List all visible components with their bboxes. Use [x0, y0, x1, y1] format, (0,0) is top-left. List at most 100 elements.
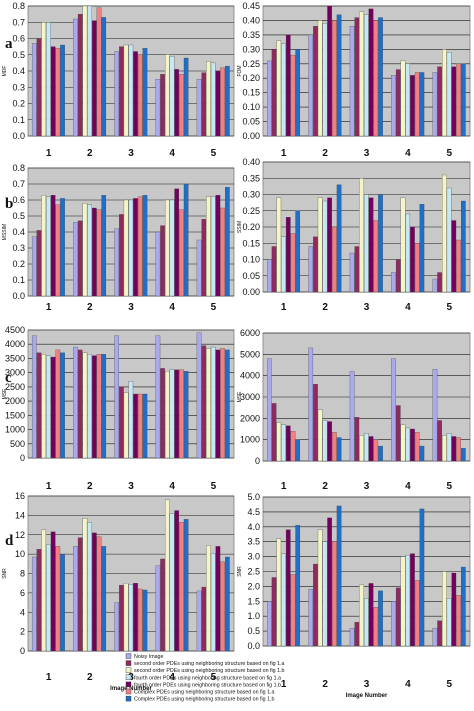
bar: [400, 60, 406, 137]
y-axis-label: MDF: [2, 66, 8, 77]
bar: [451, 436, 457, 462]
bar: [442, 49, 447, 137]
bar: [308, 589, 314, 647]
x-tick-label: 1: [281, 148, 287, 159]
bar: [215, 70, 221, 137]
bar: [82, 518, 88, 652]
x-tick-label: 1: [281, 302, 287, 313]
bar: [128, 584, 134, 652]
bar: [50, 46, 56, 137]
bar: [308, 246, 314, 293]
bar: [169, 369, 175, 459]
bar: [295, 210, 301, 293]
x-tick-label: 2: [322, 481, 328, 492]
y-axis-label: MSE: [2, 388, 8, 400]
bar: [354, 622, 360, 647]
bar: [317, 529, 323, 647]
y-axis-label: SNR: [237, 566, 243, 577]
bar: [456, 239, 461, 293]
legend-entry: second order PDEs using neighboring stru…: [134, 661, 285, 667]
bar: [437, 66, 442, 137]
bar: [419, 445, 425, 462]
x-tick-label: 2: [87, 148, 93, 159]
row-label-c: c: [5, 370, 12, 386]
x-tick-label: 5: [211, 148, 217, 159]
bar: [137, 588, 143, 652]
bar: [210, 196, 216, 297]
y-tick-label: 0.5: [12, 50, 25, 60]
bar: [137, 196, 143, 297]
bar: [395, 587, 401, 647]
bar: [308, 34, 314, 137]
bar: [133, 583, 138, 652]
bar: [101, 17, 107, 137]
bar: [96, 209, 102, 297]
bar: [308, 347, 314, 462]
y-tick-label: 0.05: [242, 117, 260, 127]
y-tick-label: 0.40: [242, 15, 260, 25]
bar: [317, 197, 323, 293]
bar: [164, 199, 170, 297]
bar: [281, 43, 286, 137]
y-tick-label: 0.45: [242, 1, 260, 11]
bar: [155, 565, 161, 652]
bar: [378, 194, 383, 293]
bar: [220, 348, 225, 459]
bar: [336, 505, 342, 647]
x-tick-label: 1: [46, 672, 52, 683]
bar: [391, 601, 396, 647]
bar: [414, 72, 420, 137]
chart-panel: 0 500 1000 1500 2000 2500 3000 3500 4000 4500 MSE 1…: [2, 325, 235, 492]
bar: [400, 424, 406, 462]
bar: [206, 196, 211, 297]
bar: [313, 384, 318, 462]
bar: [414, 432, 420, 462]
bar: [123, 44, 129, 137]
legend-swatch: [125, 674, 132, 680]
bar: [155, 78, 161, 137]
bar: [31, 236, 37, 297]
bar: [368, 436, 374, 462]
bar: [77, 220, 83, 297]
bar: [119, 584, 124, 652]
bar: [215, 546, 221, 652]
bar: [378, 590, 383, 647]
bar: [41, 354, 47, 459]
y-tick-label: 1000: [5, 425, 25, 435]
bar: [179, 522, 184, 652]
y-tick-label: 0.8: [12, 163, 25, 173]
bar: [359, 584, 364, 647]
legend-swatch: [125, 695, 132, 702]
bar: [41, 195, 47, 297]
bar: [266, 601, 272, 647]
bar: [405, 554, 411, 647]
bar: [432, 369, 438, 462]
bar: [164, 499, 170, 652]
bar: [332, 226, 337, 293]
y-tick-label: 0.3: [12, 82, 25, 92]
bar: [60, 44, 65, 137]
bar: [36, 38, 42, 137]
bar: [368, 197, 374, 293]
bar: [96, 7, 102, 137]
y-tick-label: 2: [20, 627, 25, 637]
bar: [77, 13, 83, 137]
bar: [160, 558, 165, 652]
bar: [460, 200, 466, 293]
bar: [395, 69, 401, 137]
x-tick-label: 5: [447, 481, 453, 492]
bar: [419, 508, 425, 647]
bar: [373, 439, 379, 462]
x-tick-label: 5: [211, 481, 217, 492]
legend-swatch: [125, 660, 132, 666]
y-tick-label: 4500: [5, 325, 25, 335]
bar: [271, 403, 277, 462]
y-tick-label: 14: [15, 510, 25, 520]
y-tick-label: 0.3: [12, 243, 25, 253]
bar: [46, 22, 51, 137]
bar: [128, 44, 134, 137]
y-tick-label: 8: [20, 569, 25, 579]
bar: [327, 197, 332, 293]
bar: [456, 437, 461, 462]
x-tick-label: 3: [128, 148, 134, 159]
